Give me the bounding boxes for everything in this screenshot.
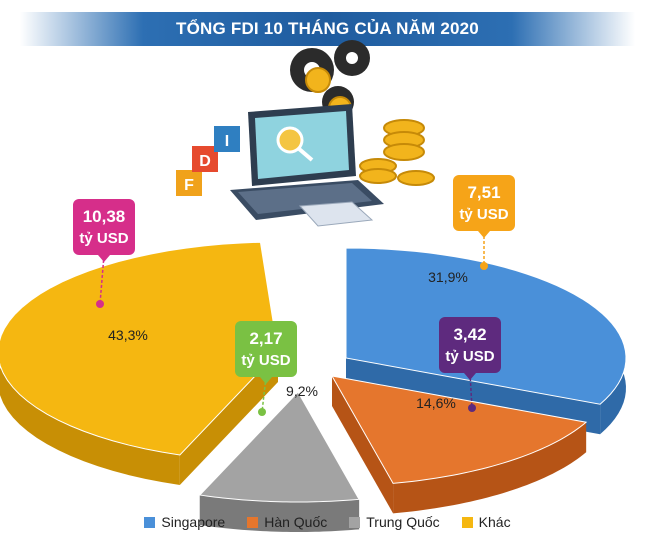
value-label-pointer [260, 377, 272, 384]
fdi-letter-d: D [199, 153, 211, 170]
legend-label: Khác [478, 514, 511, 530]
value-label-box [453, 175, 515, 231]
pie-slice-cut-1-1 [332, 376, 394, 514]
callout-dot [480, 262, 488, 270]
value-label-pointer [464, 373, 476, 380]
legend-swatch [247, 516, 259, 528]
value-label-box [73, 199, 135, 255]
legend-label: Singapore [161, 514, 226, 530]
value-label-number: 10,38 [83, 207, 126, 226]
value-label-unit: tỷ USD [241, 352, 290, 369]
value-label-box [439, 317, 501, 373]
pie-slice-khác [0, 241, 279, 456]
pie-slice-trung-quốc [198, 391, 360, 503]
value-label-number: 3,42 [453, 325, 486, 344]
callout-dot [258, 408, 266, 416]
pie-slice-hàn-quốc [331, 375, 588, 484]
legend-item: Khác [461, 514, 511, 530]
legend-item: Hàn Quốc [247, 514, 327, 530]
legend-item: Singapore [144, 514, 225, 530]
value-label-pointer [478, 231, 490, 238]
fdi-letter-f: F [184, 177, 194, 194]
chart-title-banner: TỔNG FDI 10 THÁNG CỦA NĂM 2020 [20, 12, 635, 46]
chart-title: TỔNG FDI 10 THÁNG CỦA NĂM 2020 [176, 19, 479, 38]
pie-slice-side-trung-quốc [199, 495, 360, 532]
value-label-box [235, 321, 297, 377]
pie-slice-side-hàn-quốc [393, 422, 587, 514]
value-label-pointer [98, 255, 110, 262]
laptop-icon [230, 104, 384, 227]
fdi-illustration: F D I [176, 40, 435, 227]
fdi-blocks: F D I [176, 126, 240, 196]
legend-label: Trung Quốc [366, 514, 440, 530]
value-label-number: 7,51 [467, 183, 500, 202]
percent-label: 14,6% [416, 395, 456, 411]
legend: Singapore Hàn Quốc Trung Quốc Khác [0, 514, 655, 530]
percent-label: 43,3% [108, 327, 148, 343]
value-label-unit: tỷ USD [459, 206, 508, 223]
value-label-number: 2,17 [249, 329, 282, 348]
legend-swatch [461, 516, 473, 528]
pie-labels: 31,9% 7,51 tỷ USD 14,6% 3,42 tỷ USD 9,2% 2,17 tỷ… [73, 175, 515, 416]
percent-label: 9,2% [286, 383, 318, 399]
callout-dot [468, 404, 476, 412]
value-label-unit: tỷ USD [445, 348, 494, 365]
legend-swatch [349, 516, 361, 528]
pie-slice-cut-3-0 [179, 352, 278, 486]
percent-label: 31,9% [428, 269, 468, 285]
value-label-unit: tỷ USD [79, 230, 128, 247]
callout-dot [96, 300, 104, 308]
legend-swatch [144, 516, 156, 528]
fdi-letter-i: I [225, 133, 229, 150]
callout-line [99, 254, 105, 305]
legend-label: Hàn Quốc [264, 514, 328, 530]
legend-item: Trung Quốc [349, 514, 440, 530]
